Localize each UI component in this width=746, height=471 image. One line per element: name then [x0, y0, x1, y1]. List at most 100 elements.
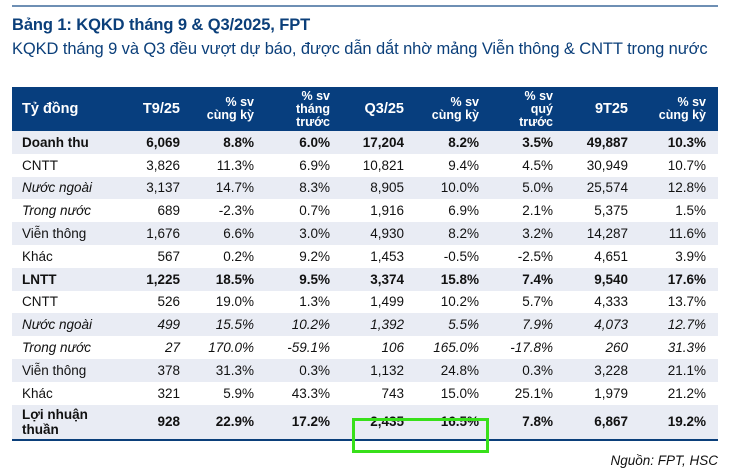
header-line: % sv — [450, 95, 480, 109]
cell-value: 21.2% — [667, 385, 706, 401]
cell-value: -17.8% — [510, 340, 553, 356]
table-row: Lợi nhuận thuần 928 22.9% 17.2% 2,435 16.5% 7.… — [12, 404, 718, 440]
cell-value: 1,499 — [370, 294, 404, 310]
table-row: Viễn thông 1,676 6.6% 3.0% 4,930 8.2% 3.2% 14,2… — [12, 222, 718, 245]
cell-value: 17,204 — [362, 134, 404, 150]
cell-value: 1,916 — [370, 203, 404, 219]
row-label: Trong nước — [22, 340, 91, 356]
cell-value: 15.8% — [440, 271, 479, 287]
table-row: Trong nước 27 170.0% -59.1% 106 165.0% -17.8% 2… — [12, 336, 718, 359]
table-row: LNTT 1,225 18.5% 9.5% 3,374 15.8% 7.4% 9,540 17.… — [12, 267, 718, 291]
cell-value: 9.2% — [299, 248, 330, 264]
cell-value: 8.2% — [448, 226, 479, 242]
cell-value: 928 — [157, 414, 180, 430]
row-label: Viễn thông — [22, 362, 87, 378]
cell-value: 1.5% — [675, 203, 706, 219]
cell-value: 6.0% — [299, 134, 330, 150]
cell-value: -2.3% — [218, 203, 254, 219]
header-line: % sv — [677, 95, 707, 109]
column-header: 9T25 — [565, 87, 640, 131]
header-line: T9/25 — [142, 100, 180, 117]
cell-value: 25.1% — [514, 385, 553, 401]
cell-value: 5.5% — [448, 317, 479, 333]
cell-value: 5,375 — [594, 203, 628, 219]
top-rule — [12, 5, 718, 7]
cell-value: 0.3% — [299, 362, 330, 378]
cell-value: 321 — [157, 385, 180, 401]
row-label: Trong nước — [22, 203, 91, 219]
column-header: T9/25 — [124, 87, 192, 131]
header-line: 9T25 — [594, 100, 628, 117]
cell-value: 10.7% — [667, 157, 706, 173]
cell-value: 3,374 — [370, 271, 404, 287]
header-line: % sv — [225, 95, 255, 109]
row-label: Khác — [22, 385, 53, 401]
table-row: CNTT 526 19.0% 1.3% 1,499 10.2% 5.7% 4,333 13.7% — [12, 291, 718, 314]
cell-value: 526 — [157, 294, 180, 310]
cell-value: 106 — [381, 340, 404, 356]
table-row: Viễn thông 378 31.3% 0.3% 1,132 24.8% 0.3% 3,22… — [12, 358, 718, 382]
table-body: Doanh thu 6,069 8.8% 6.0% 17,204 8.2% 3.5% 49,8… — [12, 131, 718, 440]
cell-value: -59.1% — [287, 340, 330, 356]
cell-value: 19.0% — [215, 294, 254, 310]
cell-value: 260 — [605, 340, 628, 356]
cell-value: 22.9% — [215, 414, 254, 430]
cell-value: 4,930 — [370, 226, 404, 242]
column-header: % sv cùng kỳ — [416, 87, 491, 131]
cell-value: 499 — [157, 317, 180, 333]
cell-value: 17.6% — [667, 271, 706, 287]
table-row: Trong nước 689 -2.3% 0.7% 1,916 6.9% 2.1% 5,375… — [12, 199, 718, 222]
cell-value: 16.5% — [440, 414, 479, 430]
cell-value: 7.9% — [522, 317, 553, 333]
column-header: % sv cùng kỳ — [640, 87, 718, 131]
cell-value: 14.7% — [215, 180, 254, 196]
cell-value: 30,949 — [586, 157, 628, 173]
cell-value: 15.0% — [440, 385, 479, 401]
row-label: Nước ngoài — [22, 180, 92, 196]
cell-value: 1,453 — [370, 248, 404, 264]
cell-value: 13.7% — [667, 294, 706, 310]
cell-value: 27 — [164, 340, 180, 356]
cell-value: 170.0% — [208, 340, 254, 356]
table-subtitle: KQKD tháng 9 và Q3 đều vượt dự báo, được… — [12, 40, 708, 58]
cell-value: 25,574 — [586, 180, 628, 196]
header-line: Tỷ đồng — [22, 100, 79, 117]
header-line: quý — [530, 101, 553, 116]
cell-value: 8.8% — [223, 134, 254, 150]
row-label: CNTT — [22, 294, 58, 310]
cell-value: 10.0% — [440, 180, 479, 196]
row-label: Khác — [22, 248, 53, 264]
cell-value: 7.4% — [522, 271, 553, 287]
table-row: Doanh thu 6,069 8.8% 6.0% 17,204 8.2% 3.5% 49,8… — [12, 131, 718, 154]
cell-value: 12.8% — [667, 180, 706, 196]
cell-value: 6.9% — [299, 157, 330, 173]
cell-value: 8.3% — [299, 180, 330, 196]
cell-value: 19.2% — [667, 414, 706, 430]
cell-value: 2,435 — [370, 414, 404, 430]
header-line: Q3/25 — [364, 100, 405, 117]
header-line: cùng kỳ — [431, 108, 479, 122]
row-label: CNTT — [22, 157, 58, 173]
cell-value: 3,826 — [146, 157, 180, 173]
cell-value: 5.7% — [522, 294, 553, 310]
cell-value: 18.5% — [215, 271, 254, 287]
cell-value: 1,979 — [594, 385, 628, 401]
cell-value: 0.7% — [299, 203, 330, 219]
row-label: LNTT — [22, 271, 57, 287]
cell-value: 15.5% — [215, 317, 254, 333]
header-line: % sv — [524, 88, 554, 103]
cell-value: 1.3% — [299, 294, 330, 310]
cell-value: 24.8% — [440, 362, 479, 378]
source-note: Nguồn: FPT, HSC — [610, 453, 718, 468]
header-line: cùng kỳ — [206, 108, 254, 122]
cell-value: 3,228 — [594, 362, 628, 378]
cell-value: 567 — [157, 248, 180, 264]
cell-value: 4.5% — [522, 157, 553, 173]
cell-value: 43.3% — [291, 385, 330, 401]
header-line: trước — [519, 114, 553, 129]
row-label: Viễn thông — [22, 226, 87, 242]
cell-value: 2.1% — [522, 203, 553, 219]
cell-value: 10.2% — [291, 317, 330, 333]
column-header: % sv cùng kỳ — [192, 87, 266, 131]
cell-value: 6.6% — [223, 226, 254, 242]
